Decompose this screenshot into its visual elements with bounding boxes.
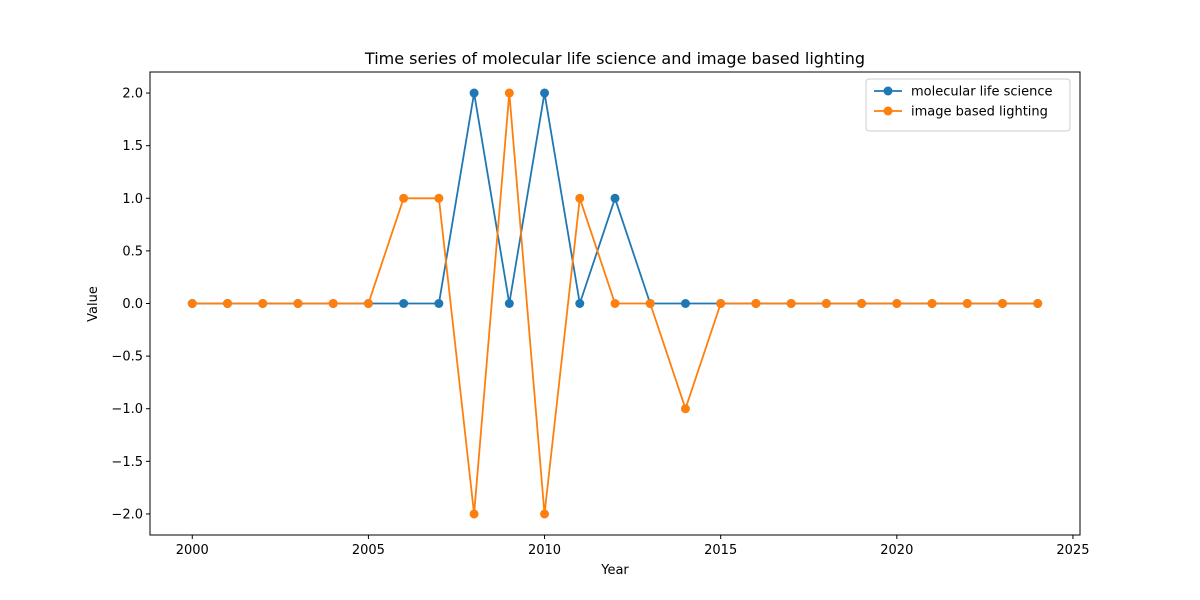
x-tick-label: 2020 — [880, 543, 913, 558]
x-tick-label: 2010 — [528, 543, 561, 558]
data-point-image-based-lighting — [399, 193, 409, 203]
data-point-image-based-lighting — [857, 299, 867, 308]
y-axis-label: Value — [86, 286, 101, 322]
data-point-molecular-life-science — [610, 193, 620, 203]
data-point-image-based-lighting — [786, 299, 796, 308]
x-tick-label: 2025 — [1056, 543, 1089, 558]
data-point-image-based-lighting — [998, 299, 1007, 308]
data-point-image-based-lighting — [680, 404, 690, 414]
data-point-image-based-lighting — [504, 88, 514, 98]
data-point-image-based-lighting — [540, 509, 550, 519]
chart-title: Time series of molecular life science an… — [364, 49, 865, 68]
data-point-molecular-life-science — [399, 299, 409, 308]
x-tick-label: 2005 — [352, 543, 385, 558]
data-point-molecular-life-science — [575, 299, 585, 308]
legend: molecular life science image based lighti… — [865, 78, 1071, 132]
data-point-image-based-lighting — [645, 299, 655, 308]
data-point-molecular-life-science — [504, 299, 514, 308]
data-point-image-based-lighting — [434, 193, 444, 203]
data-point-image-based-lighting — [716, 299, 726, 308]
data-point-image-based-lighting — [187, 299, 197, 308]
plot-area: 2000 2005 2010 2015 2020 2025 −2.0 −1.5 −1.0 −0.5… — [111, 71, 1090, 558]
data-point-image-based-lighting — [575, 193, 585, 203]
data-point-image-based-lighting — [469, 509, 479, 519]
data-point-image-based-lighting — [821, 299, 831, 308]
y-tick-label: 0.0 — [122, 297, 143, 312]
y-tick-label: −1.0 — [111, 402, 143, 417]
y-tick-label: 2.0 — [122, 87, 143, 102]
legend-marker — [883, 106, 893, 116]
data-point-molecular-life-science — [434, 299, 444, 308]
y-tick-label: −0.5 — [111, 350, 143, 365]
x-tick-label: 2000 — [176, 543, 209, 558]
data-point-image-based-lighting — [892, 299, 902, 308]
legend-box — [865, 78, 1071, 132]
data-point-image-based-lighting — [927, 299, 937, 308]
data-point-image-based-lighting — [258, 299, 268, 308]
y-tick-label: −1.5 — [111, 455, 143, 470]
y-tick-label: 1.0 — [122, 192, 143, 207]
x-tick-label: 2015 — [704, 543, 737, 558]
legend-label: molecular life science — [911, 85, 1053, 100]
data-point-image-based-lighting — [328, 299, 338, 308]
data-point-molecular-life-science — [469, 88, 479, 98]
data-point-image-based-lighting — [223, 299, 232, 308]
data-point-image-based-lighting — [1033, 299, 1043, 308]
data-point-image-based-lighting — [610, 299, 620, 308]
data-point-image-based-lighting — [363, 299, 373, 308]
data-point-molecular-life-science — [540, 88, 550, 98]
x-axis-label: Year — [600, 563, 629, 578]
data-point-molecular-life-science — [680, 299, 690, 308]
y-tick-label: 1.5 — [122, 139, 143, 154]
legend-marker — [883, 86, 893, 96]
data-point-image-based-lighting — [293, 299, 303, 308]
legend-label: image based lighting — [911, 105, 1048, 120]
data-point-image-based-lighting — [962, 299, 972, 308]
y-tick-label: −2.0 — [111, 507, 143, 522]
y-tick-label: 0.5 — [122, 244, 143, 259]
data-point-image-based-lighting — [751, 299, 761, 308]
